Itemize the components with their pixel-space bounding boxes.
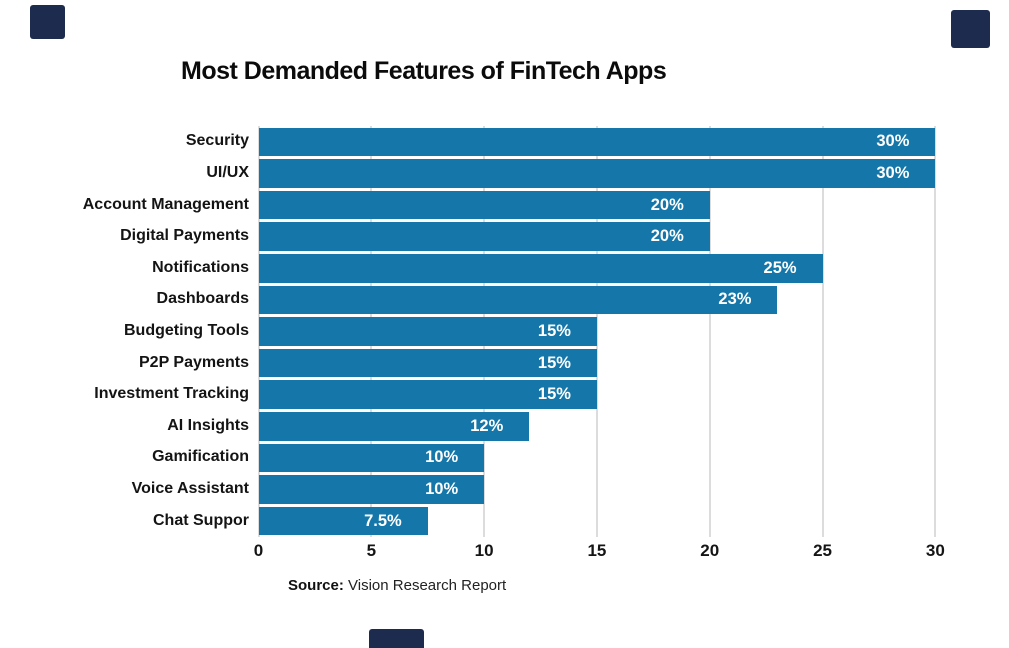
bar: 25%	[258, 253, 823, 283]
category-label: Budgeting Tools	[123, 322, 249, 339]
bar: 30%	[258, 159, 936, 188]
decor-square-top-left	[30, 5, 65, 39]
x-tick-label: 10	[474, 541, 494, 560]
category-label: AI Insights	[167, 416, 249, 434]
bar-value-label: 12%	[470, 416, 504, 435]
bar: 20%	[258, 190, 710, 220]
category-label: Digital Payments	[120, 227, 249, 245]
category-label: Notifications	[152, 258, 249, 276]
bar-value-label: 23%	[718, 290, 752, 309]
bar-value-label: 30%	[876, 163, 910, 182]
x-tick-label: 0	[253, 541, 264, 560]
bar-value-label: 20%	[650, 227, 684, 246]
bar-value-label: 20%	[650, 195, 684, 214]
category-label: Investment Tracking	[94, 385, 249, 403]
bar: 15%	[258, 380, 597, 410]
bar: 20%	[258, 222, 710, 252]
bar-value-label: 7.5%	[364, 511, 402, 530]
category-label: P2P Payments	[139, 353, 249, 371]
category-label: UI/UX	[206, 164, 249, 181]
bar: 23%	[258, 285, 778, 315]
category-label: Voice Assistant	[131, 480, 249, 497]
gridline-x-30	[934, 126, 937, 537]
bar-value-label: 30%	[876, 132, 910, 151]
bar-value-label: 15%	[537, 353, 571, 372]
bar-value-label: 10%	[425, 448, 459, 467]
bar: 15%	[258, 317, 597, 346]
bar-value-label: 15%	[537, 321, 571, 340]
category-label: Gamification	[152, 448, 249, 466]
x-tick-label: 20	[700, 541, 720, 560]
category-label: Chat Suppor	[153, 511, 249, 529]
category-label: Dashboards	[156, 290, 249, 308]
x-tick-label: 25	[813, 541, 833, 560]
bar: 30%	[258, 127, 936, 157]
source-text: Vision Research Report	[343, 577, 507, 594]
bar-value-label: 15%	[537, 385, 571, 404]
bar: 10%	[258, 475, 485, 504]
category-label: Account Management	[82, 195, 249, 213]
x-tick-label: 30	[925, 541, 945, 560]
gridline-x-25	[821, 126, 824, 537]
decor-square-bottom-center	[369, 629, 424, 648]
source-line: Source: Vision Research Report	[288, 577, 506, 594]
bar: 15%	[258, 348, 597, 378]
source-label: Source:	[288, 577, 344, 594]
bar: 10%	[258, 443, 485, 473]
gridline-x-15	[595, 126, 598, 537]
bar: 7.5%	[258, 506, 428, 536]
category-label: Security	[185, 132, 249, 150]
chart-title: Most Demanded Features of FinTech Apps	[181, 57, 667, 85]
bar: 12%	[258, 411, 530, 441]
decor-square-top-right	[951, 10, 990, 48]
bar-value-label: 25%	[763, 258, 797, 277]
bar-value-label: 10%	[425, 479, 459, 498]
gridline-x-20	[708, 126, 711, 537]
x-tick-label: 5	[366, 541, 377, 560]
x-tick-label: 15	[587, 541, 607, 560]
